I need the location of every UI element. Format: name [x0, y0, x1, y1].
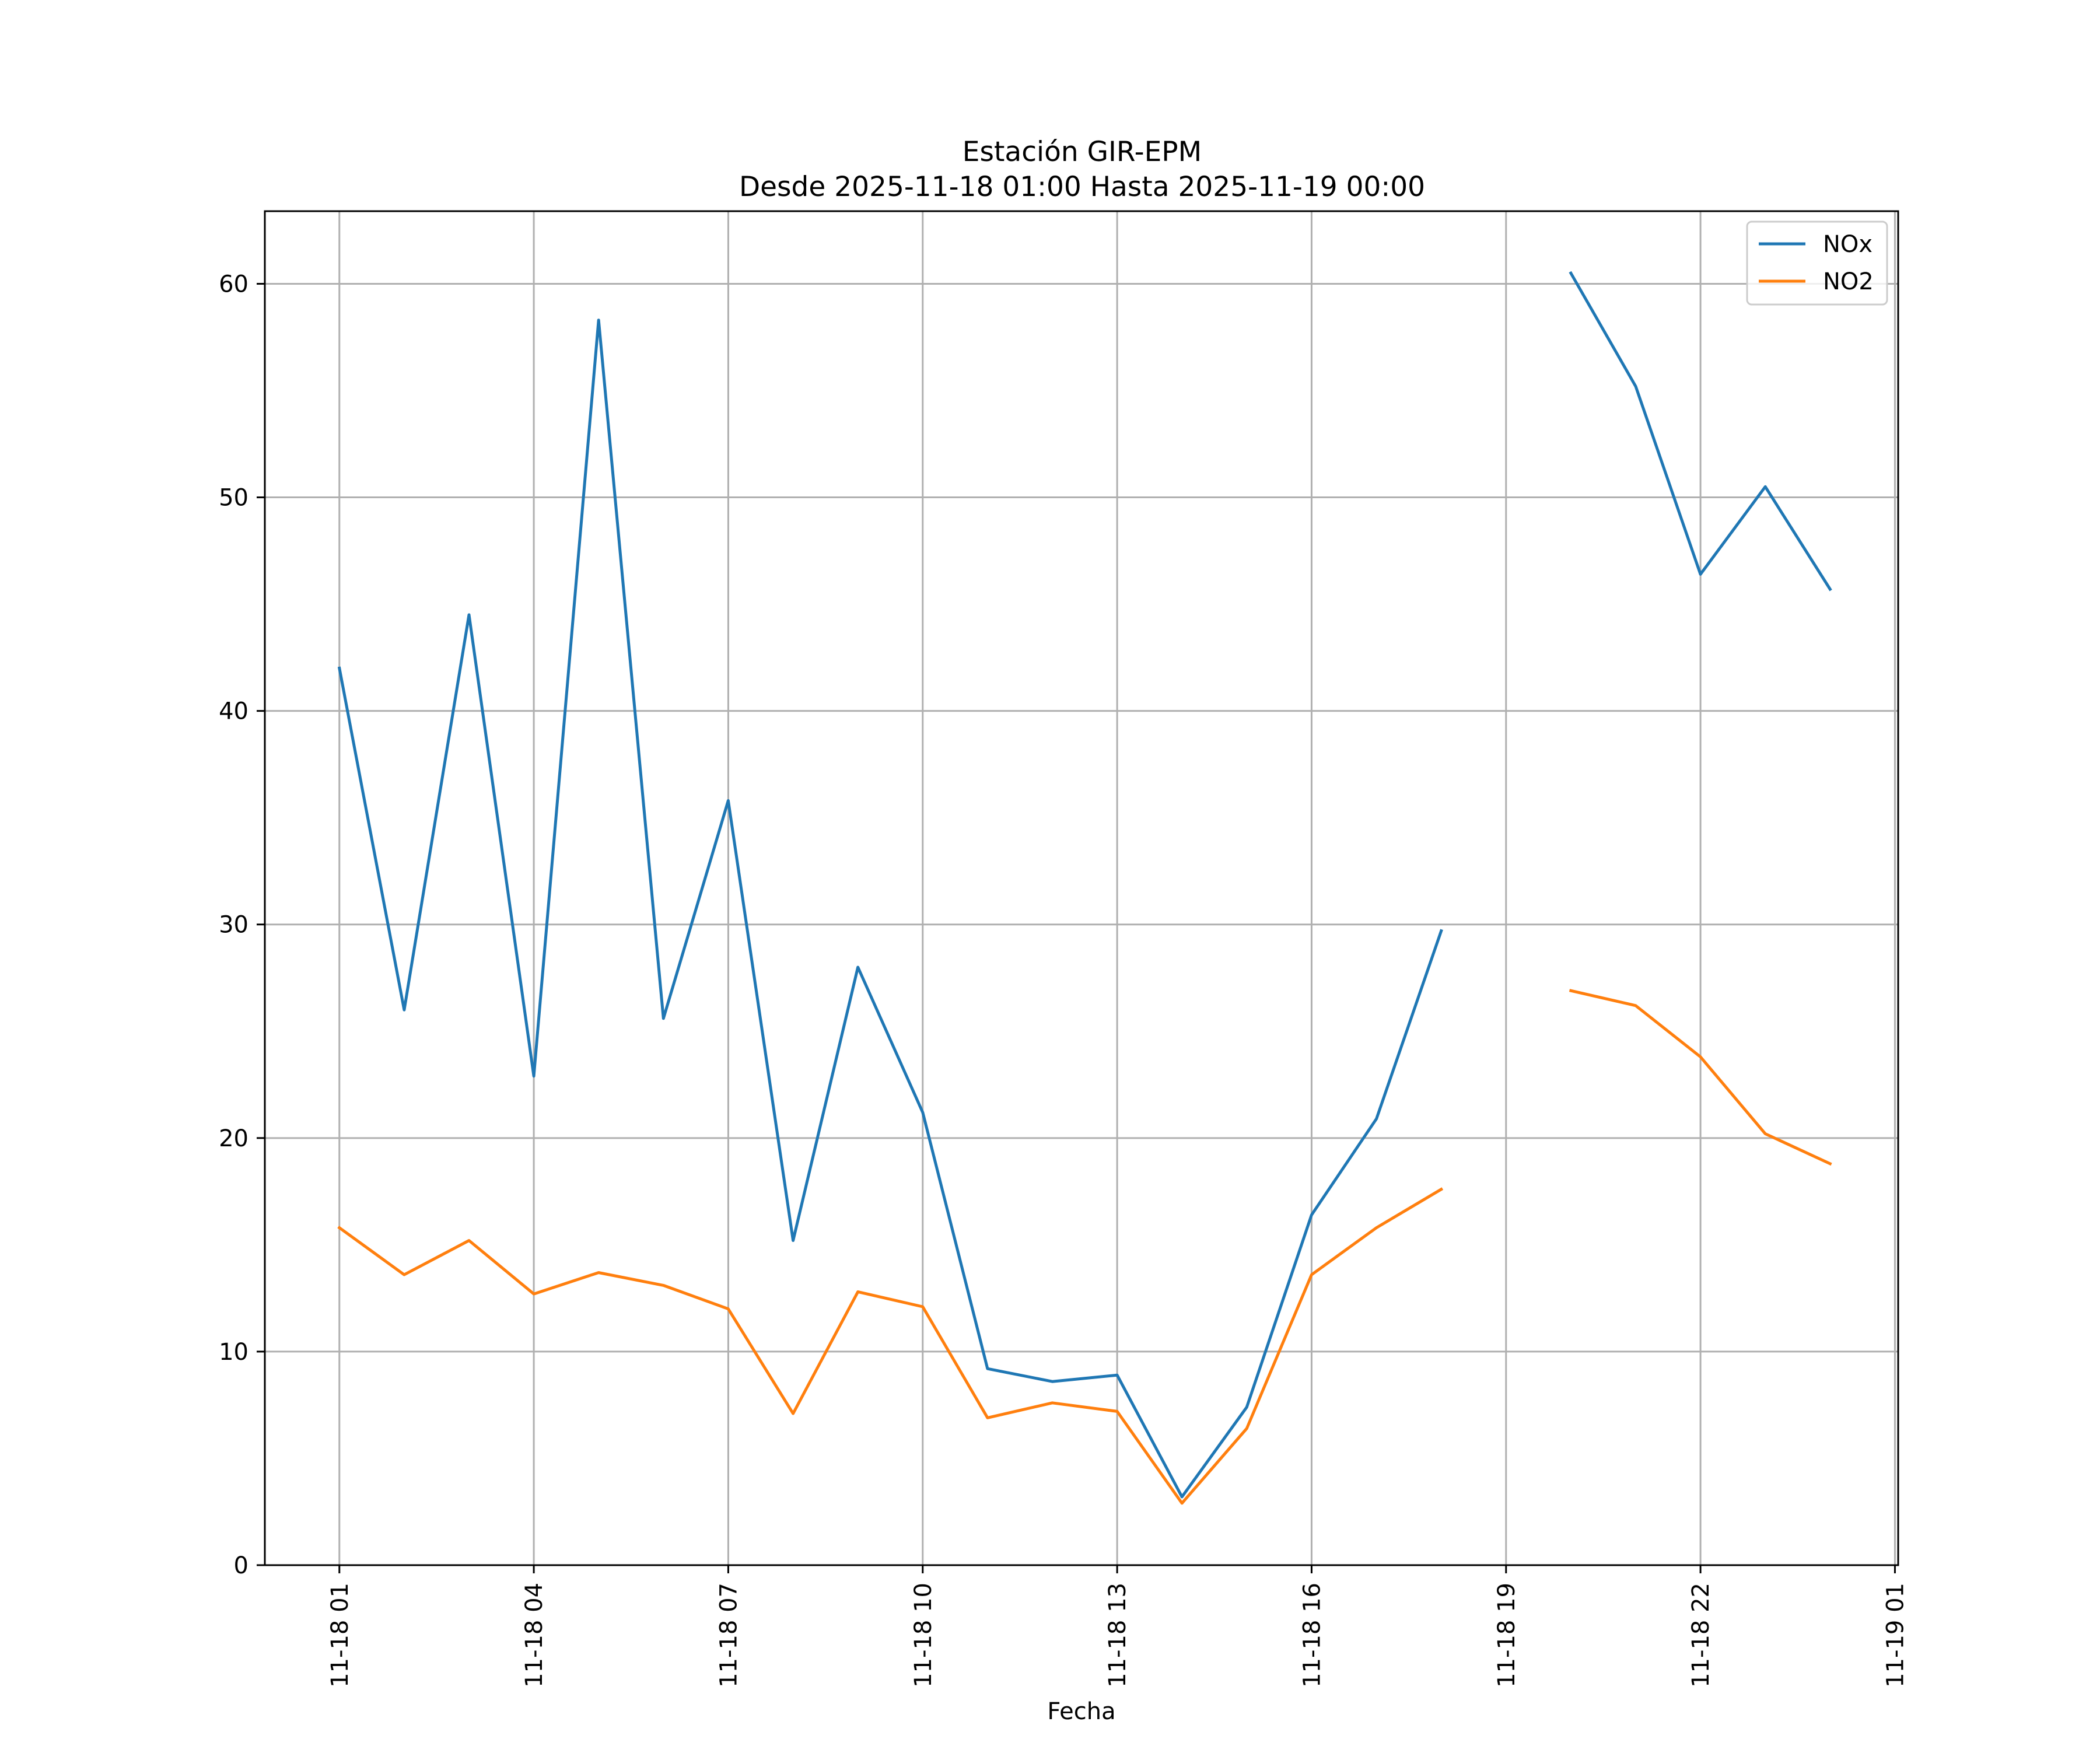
x-tick-label: 11-18 19: [1493, 1583, 1520, 1688]
series-line-nox: [1569, 271, 1832, 592]
axis-ticks: 11-18 01 11-18 04 11-18 07 11-18 10 11-18 13…: [219, 271, 1909, 1687]
chart-title: Estación GIR-EPM: [963, 136, 1202, 168]
series-line-nox: [337, 319, 1443, 1499]
y-tick-label: 20: [219, 1125, 249, 1152]
y-tick-label: 60: [219, 271, 249, 298]
y-tick-label: 0: [234, 1552, 249, 1579]
series-line-no2: [1569, 989, 1832, 1166]
y-tick-label: 50: [219, 485, 249, 512]
series-lines: [337, 271, 1832, 1505]
legend-label-no2: NO2: [1823, 268, 1874, 295]
x-tick-label: 11-18 16: [1298, 1583, 1325, 1688]
y-tick-label: 40: [219, 698, 249, 725]
x-tick-label: 11-18 07: [715, 1583, 742, 1688]
x-tick-label: 11-18 01: [327, 1583, 354, 1688]
x-axis-label: Fecha: [1047, 1698, 1115, 1725]
x-tick-label: 11-19 01: [1882, 1583, 1909, 1688]
series-line-no2: [337, 1187, 1444, 1505]
legend[interactable]: NOx NO2: [1746, 221, 1888, 306]
x-tick-label: 11-18 22: [1688, 1583, 1714, 1688]
x-tick-label: 11-18 04: [521, 1583, 548, 1688]
legend-label-nox: NOx: [1823, 231, 1873, 258]
x-tick-label: 11-18 10: [910, 1583, 937, 1688]
chart-subtitle: Desde 2025-11-18 01:00 Hasta 2025-11-19 …: [739, 171, 1425, 203]
y-tick-label: 30: [219, 912, 249, 939]
y-tick-label: 10: [219, 1339, 249, 1366]
x-tick-label: 11-18 13: [1104, 1583, 1131, 1688]
plot-area-frame: [264, 210, 1899, 1566]
